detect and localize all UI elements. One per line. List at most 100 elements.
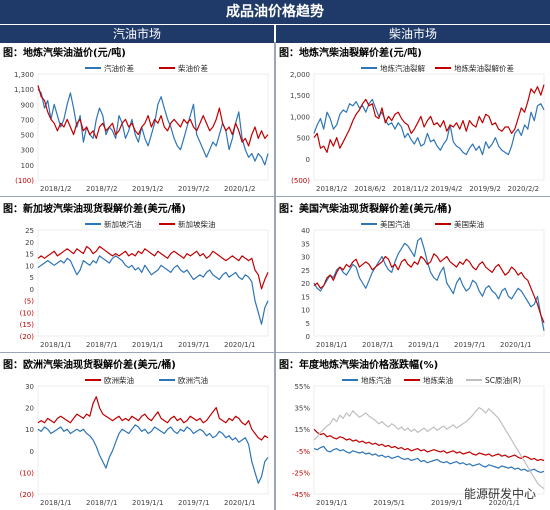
y-tick-label: 40 bbox=[301, 227, 310, 235]
page-title: 成品油价格趋势 bbox=[0, 0, 550, 24]
legend-label: 欧洲汽油 bbox=[178, 375, 208, 385]
legend-label: 地炼柴油裂解价差 bbox=[454, 63, 514, 73]
x-tick-label: 2018/1/1 bbox=[40, 341, 71, 349]
x-tick-label: 2018/1/2 bbox=[316, 185, 347, 193]
chart-title: 图：年度地炼汽柴油价格涨跌幅(%) bbox=[279, 360, 439, 371]
y-tick-label: 1,000 bbox=[290, 113, 310, 121]
y-tick-label: 500 bbox=[21, 132, 34, 140]
chart-svg: 25 20 15 10 5 0 (5) (10) (15) (20) 2018/1/1 2018/7/… bbox=[20, 219, 269, 349]
chart-panel-c4: 图：美国汽柴油现货裂解价差(美元/桶) 40 35 30 25 20 15 10 5 0 2018… bbox=[276, 200, 550, 352]
y-tick-label: (20) bbox=[20, 333, 35, 341]
legend-label: 地炼汽油裂解 bbox=[380, 63, 425, 73]
x-tick-label: 2020/2/2 bbox=[508, 185, 539, 193]
series-line bbox=[37, 396, 269, 441]
y-tick-label: 15% bbox=[294, 426, 310, 434]
y-tick-label: 0 bbox=[30, 448, 34, 456]
y-tick-label: 100 bbox=[21, 162, 34, 170]
y-tick-label: -5% bbox=[296, 448, 310, 456]
y-tick-label: 20 bbox=[25, 239, 34, 247]
chart-title: 图：欧洲汽柴油现货裂解价差(美元/桶) bbox=[3, 360, 176, 371]
series-line bbox=[37, 88, 269, 166]
x-tick-label: 2019/1/2 bbox=[132, 185, 163, 193]
chart-title: 图：地炼汽柴油溢价(元/吨) bbox=[3, 48, 126, 59]
y-tick-label: 2,000 bbox=[290, 71, 310, 79]
series-line bbox=[313, 406, 545, 490]
x-tick-label: 2019/7/1 bbox=[454, 341, 485, 349]
x-tick-label: 2018/1/1 bbox=[40, 499, 71, 507]
y-tick-label: 30 bbox=[301, 254, 310, 262]
chart-svg: 1,300 1,100 900 700 500 300 100 (100) 2018/1/2 20… bbox=[14, 63, 269, 193]
x-tick-label: 2020/1/1 bbox=[489, 499, 520, 507]
chart-svg: 30 20 10 0 (10) (20) 2018/1/1 2018/7/1 2019/1/1 2… bbox=[20, 375, 269, 507]
chart-panel-c5: 图：欧洲汽柴油现货裂解价差(美元/桶) 30 20 10 0 (10) (20) 2018/… bbox=[0, 356, 274, 510]
series-line bbox=[37, 424, 269, 484]
y-tick-label: 0 bbox=[306, 333, 310, 341]
y-tick-label: 10 bbox=[301, 307, 310, 315]
legend-label: 柴油价差 bbox=[178, 63, 208, 73]
row-divider-1 bbox=[0, 196, 550, 197]
x-tick-label: 2018/1/2 bbox=[40, 185, 71, 193]
y-tick-label: (20) bbox=[20, 491, 35, 499]
x-tick-label: 2019/1/1 bbox=[132, 499, 163, 507]
y-tick-label: (100) bbox=[15, 177, 34, 185]
y-tick-label: 35 bbox=[301, 240, 310, 248]
y-tick-label: 35% bbox=[294, 405, 310, 413]
x-tick-label: 2018/7/2 bbox=[86, 185, 117, 193]
chart-svg: 40 35 30 25 20 15 10 5 0 2018/1/1 2018/7/1 2019/1/1… bbox=[301, 219, 545, 349]
x-tick-label: 2019/9/1 bbox=[431, 499, 462, 507]
y-tick-label: 15 bbox=[301, 293, 310, 301]
x-tick-label: 2019/1/1 bbox=[316, 499, 347, 507]
x-tick-label: 2019/1/1 bbox=[408, 341, 439, 349]
x-tick-label: 2019/7/1 bbox=[178, 341, 209, 349]
diesel-market-header: 柴油市场 bbox=[276, 24, 550, 43]
y-tick-label: (10) bbox=[20, 309, 35, 317]
chart-title: 图：地炼汽柴油裂解价差(元/吨) bbox=[279, 48, 422, 59]
chart-title: 图：新加坡汽柴油现货裂解价差(美元/桶) bbox=[3, 204, 186, 215]
y-tick-label: 500 bbox=[297, 135, 310, 143]
legend-label: SC原油(R) bbox=[485, 375, 521, 385]
x-tick-label: 2018/11/2 bbox=[393, 185, 429, 193]
vertical-divider bbox=[274, 42, 276, 510]
y-tick-label: (5) bbox=[24, 298, 34, 306]
y-tick-label: 700 bbox=[21, 116, 34, 124]
series-line bbox=[313, 445, 545, 474]
series-line bbox=[313, 253, 545, 324]
series-line bbox=[37, 85, 269, 147]
x-tick-label: 2018/1/1 bbox=[316, 341, 347, 349]
legend-label: 欧洲柴油 bbox=[104, 375, 134, 385]
y-tick-label: 5 bbox=[30, 274, 34, 282]
legend-label: 新加坡汽油 bbox=[104, 219, 142, 229]
plot-area bbox=[37, 229, 269, 337]
y-tick-label: 900 bbox=[21, 101, 34, 109]
gasoline-market-header: 汽油市场 bbox=[0, 24, 274, 43]
plot-area bbox=[37, 385, 269, 495]
watermark-text: 能源研发中心 bbox=[463, 487, 536, 501]
chart-panel-c3: 图：新加坡汽柴油现货裂解价差(美元/桶) 25 20 15 10 5 0 (5) (10) (1… bbox=[0, 200, 274, 352]
x-tick-label: 2018/7/1 bbox=[362, 341, 393, 349]
legend-label: 汽油价差 bbox=[104, 63, 134, 73]
series-line bbox=[37, 245, 269, 290]
x-tick-label: 2019/7/2 bbox=[178, 185, 209, 193]
x-tick-label: 2018/7/1 bbox=[86, 499, 117, 507]
x-tick-label: 2019/1/1 bbox=[132, 341, 163, 349]
y-tick-label: 1,500 bbox=[290, 92, 310, 100]
chart-svg: 55% 35% 15% -5% -25% -45% 2019/1/1 2019/5/1 2019… bbox=[292, 375, 545, 507]
x-tick-label: 2018/6/2 bbox=[354, 185, 385, 193]
y-tick-label: 10 bbox=[25, 262, 34, 270]
x-tick-label: 2020/1/2 bbox=[224, 185, 255, 193]
x-tick-label: 2019/5/1 bbox=[374, 499, 405, 507]
legend-label: 地炼汽油 bbox=[361, 375, 391, 385]
y-tick-label: 1,100 bbox=[14, 86, 34, 94]
chart-panel-c6: 图：年度地炼汽柴油价格涨跌幅(%) 55% 35% 15% -5% -25% -45% 20… bbox=[276, 356, 550, 510]
row-divider-2 bbox=[0, 352, 550, 353]
plot-area bbox=[313, 229, 545, 337]
plot-area bbox=[313, 73, 545, 181]
y-tick-label: (10) bbox=[20, 469, 35, 477]
legend-label: 新加坡柴油 bbox=[178, 219, 216, 229]
y-tick-label: -25% bbox=[292, 469, 310, 477]
plot-area bbox=[37, 73, 269, 181]
plot-area bbox=[313, 385, 545, 495]
legend-label: 地炼柴油 bbox=[423, 375, 453, 385]
x-tick-label: 2019/9/2 bbox=[469, 185, 500, 193]
series-line bbox=[37, 255, 269, 325]
